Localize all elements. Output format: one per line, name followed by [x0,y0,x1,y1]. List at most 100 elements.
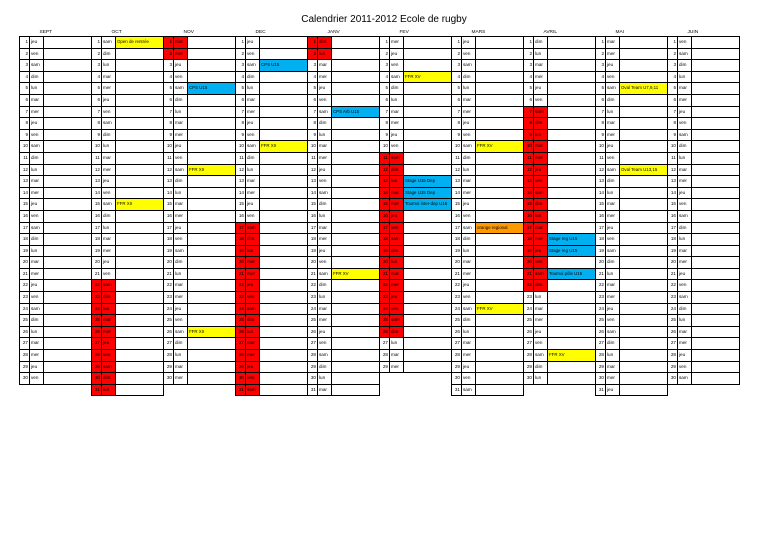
day-number: 4 [235,70,246,84]
event-cell [187,372,236,385]
day-number: 7 [307,105,318,119]
day-number: 21 [667,267,678,281]
day-number: 13 [163,175,174,188]
day-number: 28 [523,349,534,362]
calendar-row: 24 sam 24 lun 24 jeu 24 sam 24 mar 24 ven 24 sam FFR X… [19,302,740,316]
weekday: lun [173,186,188,200]
day-number: 2 [19,47,30,61]
weekday: sam [461,302,476,316]
day-number: 6 [451,93,462,107]
event-cell [331,186,380,200]
weekday: ven [389,221,404,235]
day-number: 20 [595,256,606,269]
event-cell [115,105,164,119]
empty-cell [404,373,452,385]
event-cell [331,233,380,246]
event-cell [547,47,596,61]
event-cell [331,337,380,351]
event-cell [619,128,668,142]
day-number: 10 [379,140,390,153]
day-number: 25 [163,314,174,327]
day-number: 30 [91,372,102,385]
day-number: 10 [523,140,534,153]
event-cell [547,314,596,327]
event-cell [187,256,236,269]
weekday: jeu [605,302,620,316]
day-number: 15 [163,198,174,211]
event-cell [331,244,380,258]
empty-cell [390,384,404,396]
weekday: sam [461,221,476,235]
weekday: sam [317,349,332,362]
weekday: mar [29,256,44,269]
day-number: 14 [667,186,678,200]
day-number: 14 [19,186,30,200]
weekday: jeu [605,383,620,397]
day-number: 31 [307,383,318,397]
day-number: 15 [307,198,318,211]
event-cell [187,244,236,258]
weekday: sam [389,151,404,165]
weekday: ven [605,314,620,327]
event-cell [259,36,308,49]
day-number: 29 [307,360,318,374]
day-number: 29 [163,360,174,374]
day-number: 25 [451,314,462,327]
weekday: dim [245,314,260,327]
day-number: 5 [667,82,678,95]
event-cell [547,140,596,153]
event-cell [43,279,92,293]
event-cell [691,337,740,351]
day-number: 7 [451,105,462,119]
weekday: sam [245,140,260,153]
day-number: 20 [235,256,246,269]
day-number: 29 [235,360,246,374]
day-number: 26 [523,325,534,339]
day-number: 17 [523,221,534,235]
event-cell [403,302,452,316]
weekday: lun [605,105,620,119]
weekday: lun [533,128,548,142]
weekday: ven [173,233,188,246]
weekday: dim [317,360,332,374]
event-cell [187,93,236,107]
weekday: mer [677,93,692,107]
day-number: 8 [379,117,390,130]
event-cell [331,47,380,61]
event-cell [331,279,380,293]
day-number: 10 [235,140,246,153]
calendar-row: 6 mar 6 jeu 6 dim 6 mar 6 ven 6 lun 6 mar 6 ven 6 dim 6 mer [19,93,740,107]
event-cell [43,105,92,119]
event-cell [259,291,308,304]
weekday: jeu [389,291,404,304]
event-cell [43,36,92,49]
event-cell [475,360,524,374]
weekday: mer [677,256,692,269]
weekday: mar [533,221,548,235]
calendar-row: 2 ven 2 dim 2 mer 2 ven 2 lun 2 jeu 2 ven 2 lun 2 mer 2 sam [19,47,740,61]
day-number: 26 [451,325,462,339]
weekday: dim [461,70,476,84]
day-number: 4 [163,70,174,84]
weekday: dim [29,70,44,84]
event-cell [259,209,308,223]
weekday: ven [29,47,44,61]
day-number: 17 [451,221,462,235]
event-cell [691,93,740,107]
event-cell [619,36,668,49]
day-number: 10 [451,140,462,153]
day-number: 1 [667,36,678,49]
event-cell [619,279,668,293]
day-number: 12 [379,163,390,177]
event-cell [475,198,524,211]
event-cell [259,128,308,142]
event-cell: Open de rentrée [115,36,164,49]
weekday: ven [317,256,332,269]
day-number: 7 [235,105,246,119]
weekday: mer [533,151,548,165]
weekday: jeu [389,209,404,223]
event-cell [691,233,740,246]
event-cell [331,349,380,362]
weekday: sam [533,267,548,281]
event-cell [331,209,380,223]
